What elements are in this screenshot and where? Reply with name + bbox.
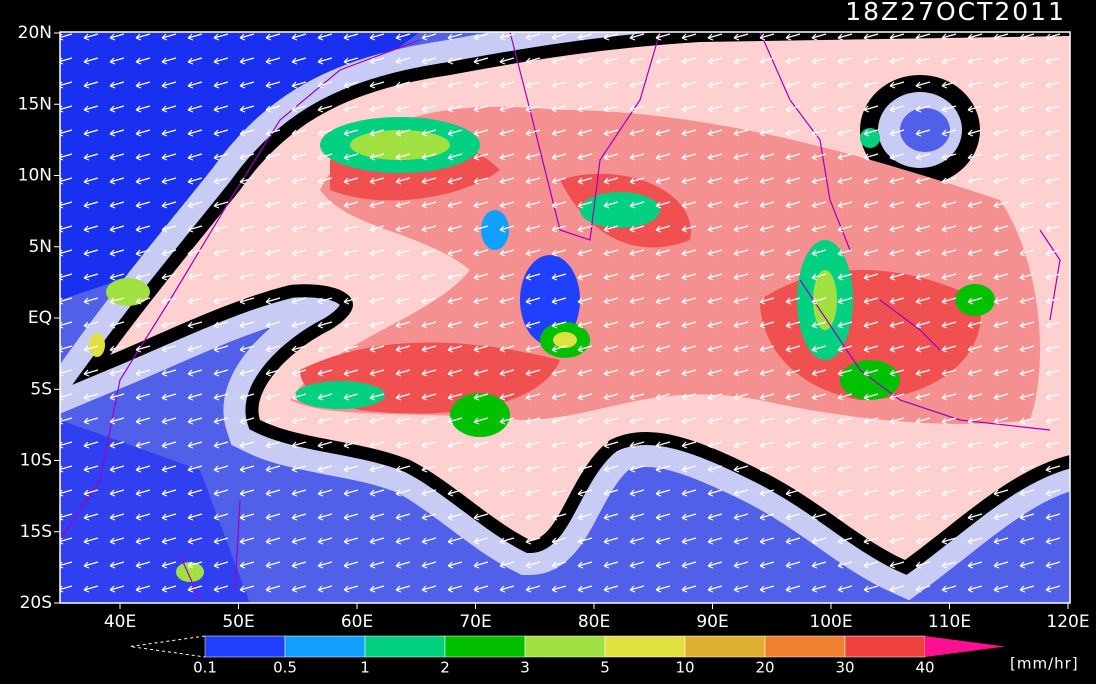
lon-label: 50E bbox=[222, 612, 254, 632]
colorbar-unit: [mm/hr] bbox=[1010, 655, 1079, 673]
lon-label: 80E bbox=[578, 612, 610, 632]
colorbar-label: 20 bbox=[755, 659, 774, 677]
colorbar-segment bbox=[444, 635, 526, 658]
colorbar-segment bbox=[844, 635, 926, 658]
colorbar-segment bbox=[204, 635, 286, 658]
colorbar-segment bbox=[764, 635, 846, 658]
lon-label: 40E bbox=[104, 612, 136, 632]
title: 18Z27OCT2011 bbox=[845, 0, 1066, 26]
map-field bbox=[60, 32, 1070, 603]
colorbar-label: 3 bbox=[520, 659, 530, 677]
colorbar-label: 10 bbox=[675, 659, 694, 677]
lon-label: 120E bbox=[1046, 612, 1089, 632]
lat-label: 15N bbox=[18, 94, 52, 114]
lon-label: 90E bbox=[696, 612, 728, 632]
lon-label: 60E bbox=[341, 612, 373, 632]
lat-label: 10S bbox=[20, 451, 52, 471]
colorbar-label: 2 bbox=[440, 659, 450, 677]
colorbar-under bbox=[129, 635, 206, 658]
lat-label: 10N bbox=[18, 166, 52, 186]
lat-label: 20S bbox=[20, 593, 52, 613]
colorbar-label: 40 bbox=[915, 659, 934, 677]
colorbar-segment bbox=[364, 635, 446, 658]
lat-label: EQ bbox=[28, 308, 52, 328]
colorbar-label: 30 bbox=[835, 659, 854, 677]
lon-label: 70E bbox=[459, 612, 491, 632]
lat-label: 15S bbox=[20, 522, 52, 542]
lon-label: 110E bbox=[928, 612, 971, 632]
colorbar-segment bbox=[524, 635, 606, 658]
colorbar-segment bbox=[604, 635, 686, 658]
colorbar-over bbox=[925, 636, 1005, 657]
colorbar-segment bbox=[284, 635, 366, 658]
lon-label: 100E bbox=[809, 612, 852, 632]
colorbar-segment bbox=[684, 635, 766, 658]
colorbar-label: 5 bbox=[600, 659, 610, 677]
lat-label: 5S bbox=[30, 379, 52, 399]
lat-label: 5N bbox=[28, 237, 52, 257]
lat-label: 20N bbox=[18, 23, 52, 43]
colorbar-label: 0.1 bbox=[193, 659, 217, 677]
colorbar-label: 1 bbox=[360, 659, 370, 677]
colorbar-label: 0.5 bbox=[273, 659, 297, 677]
